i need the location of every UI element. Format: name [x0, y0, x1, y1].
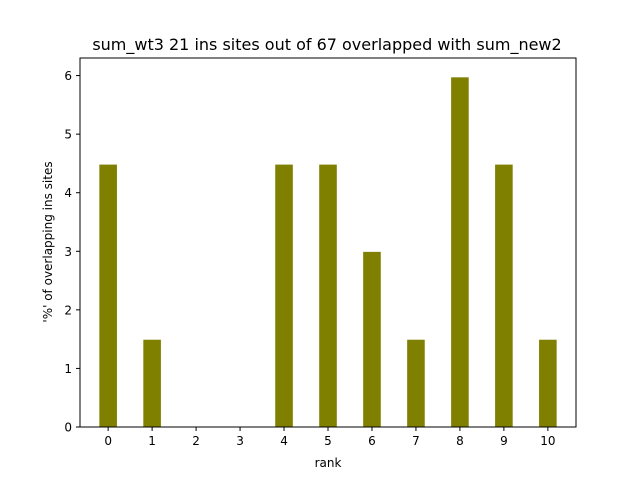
x-tick-label: 0 — [104, 434, 112, 448]
y-tick-label: 5 — [64, 128, 72, 142]
x-tick-label: 7 — [412, 434, 420, 448]
y-tick-label: 1 — [64, 362, 72, 376]
x-tick-label: 4 — [280, 434, 288, 448]
bar-rank-1 — [143, 339, 161, 427]
bar-rank-5 — [319, 164, 337, 427]
bar-rank-0 — [99, 164, 117, 427]
y-tick-label: 2 — [64, 303, 72, 317]
y-axis-ticks: 0 1 2 3 4 5 6 — [64, 69, 80, 435]
x-tick-label: 9 — [500, 434, 508, 448]
y-tick-label: 3 — [64, 245, 72, 259]
bar-rank-4 — [275, 164, 293, 427]
x-tick-label: 1 — [148, 434, 156, 448]
chart-title: sum_wt3 21 ins sites out of 67 overlappe… — [92, 35, 561, 55]
x-tick-label: 2 — [192, 434, 200, 448]
x-tick-label: 6 — [368, 434, 376, 448]
y-tick-label: 0 — [64, 421, 72, 435]
bar-rank-6 — [363, 251, 381, 427]
plot-area-frame — [79, 57, 577, 428]
x-axis-label: rank — [315, 456, 342, 470]
y-axis-label: '%' of overlapping ins sites — [41, 161, 55, 322]
x-tick-label: 10 — [540, 434, 555, 448]
bar-rank-9 — [495, 164, 513, 427]
x-tick-label: 8 — [456, 434, 464, 448]
y-tick-label: 4 — [64, 186, 72, 200]
bar-rank-8 — [451, 77, 469, 427]
y-tick-label: 6 — [64, 69, 72, 83]
bar-rank-10 — [539, 339, 557, 427]
x-axis-ticks: 0 1 2 3 4 5 6 7 8 9 10 — [104, 427, 555, 448]
bar-rank-7 — [407, 339, 425, 427]
bars-group — [99, 77, 557, 427]
x-tick-label: 5 — [324, 434, 332, 448]
x-tick-label: 3 — [236, 434, 244, 448]
